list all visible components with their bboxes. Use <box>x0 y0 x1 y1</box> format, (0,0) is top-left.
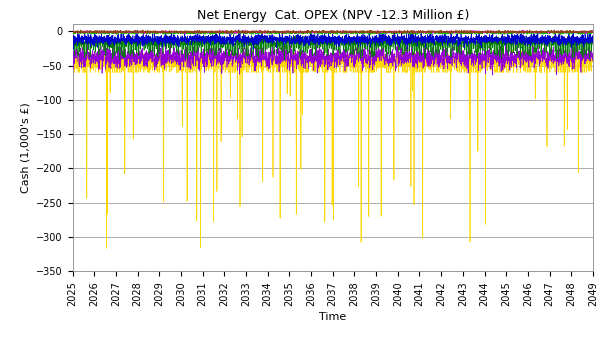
MobDemob <box>113 32 120 37</box>
Consumables <box>106 33 113 37</box>
Spares <box>128 38 136 42</box>
X-axis label: Time: Time <box>319 311 347 322</box>
MobDemob <box>159 31 166 35</box>
Title: Net Energy  Cat. OPEX (NPV -12.3 Million £): Net Energy Cat. OPEX (NPV -12.3 Million … <box>197 9 469 22</box>
Support <box>291 53 298 57</box>
Spares <box>589 41 597 45</box>
Manhours <box>291 49 298 53</box>
Manhours <box>269 45 276 49</box>
Total <box>128 60 136 64</box>
Support <box>159 56 166 60</box>
Total <box>269 66 276 70</box>
Support <box>523 59 531 63</box>
MobDemob <box>526 28 534 32</box>
Line: Transport: Transport <box>73 30 593 34</box>
Transport <box>269 29 276 33</box>
Spares <box>523 38 531 42</box>
Support <box>128 60 136 64</box>
Spares <box>292 39 299 43</box>
Transport <box>69 29 76 33</box>
Manhours <box>294 33 301 37</box>
Consumables <box>580 30 587 34</box>
Spares <box>235 28 243 32</box>
Manhours <box>159 47 166 52</box>
Total <box>291 70 298 74</box>
Line: MobDemob: MobDemob <box>73 30 593 34</box>
Manhours <box>523 42 531 46</box>
Transport <box>159 30 166 34</box>
Support <box>280 41 287 45</box>
Spares <box>580 37 587 41</box>
Total <box>589 58 597 62</box>
MobDemob <box>580 30 587 34</box>
Consumables <box>589 30 597 34</box>
MobDemob <box>291 30 298 34</box>
Transport <box>589 30 597 34</box>
Line: Support: Support <box>73 43 593 75</box>
MobDemob <box>269 31 276 35</box>
Line: Spares: Spares <box>73 30 593 49</box>
Total <box>159 70 166 74</box>
Transport <box>292 30 299 34</box>
Consumables <box>269 31 276 35</box>
Line: Manhours: Manhours <box>73 35 593 60</box>
Manhours <box>281 57 288 62</box>
Manhours <box>589 35 597 39</box>
Manhours <box>69 45 76 49</box>
Total <box>69 63 76 68</box>
Total <box>580 70 587 74</box>
Total <box>523 62 531 66</box>
Line: Total: Total <box>73 48 593 248</box>
Transport <box>523 31 531 35</box>
MobDemob <box>589 29 597 33</box>
MobDemob <box>69 29 76 33</box>
Consumables <box>291 30 298 34</box>
Y-axis label: Cash (1,000's £): Cash (1,000's £) <box>21 103 31 193</box>
Total <box>103 246 110 251</box>
Line: Consumables: Consumables <box>73 30 593 35</box>
Consumables <box>523 30 531 34</box>
MobDemob <box>523 30 531 34</box>
Support <box>589 59 597 63</box>
Transport <box>580 29 587 33</box>
Support <box>580 48 587 52</box>
Support <box>69 70 76 74</box>
Spares <box>69 35 76 39</box>
Consumables <box>69 30 76 34</box>
Consumables <box>128 30 136 34</box>
Support <box>269 63 276 67</box>
Transport <box>128 30 136 34</box>
Spares <box>250 47 257 52</box>
Manhours <box>128 52 136 56</box>
Manhours <box>580 56 587 60</box>
Spares <box>159 36 166 40</box>
Transport <box>182 32 189 36</box>
MobDemob <box>128 30 136 34</box>
Consumables <box>159 30 166 34</box>
Spares <box>269 37 276 41</box>
Support <box>489 73 496 77</box>
Consumables <box>544 28 552 32</box>
Total <box>408 46 416 50</box>
Transport <box>242 28 249 32</box>
